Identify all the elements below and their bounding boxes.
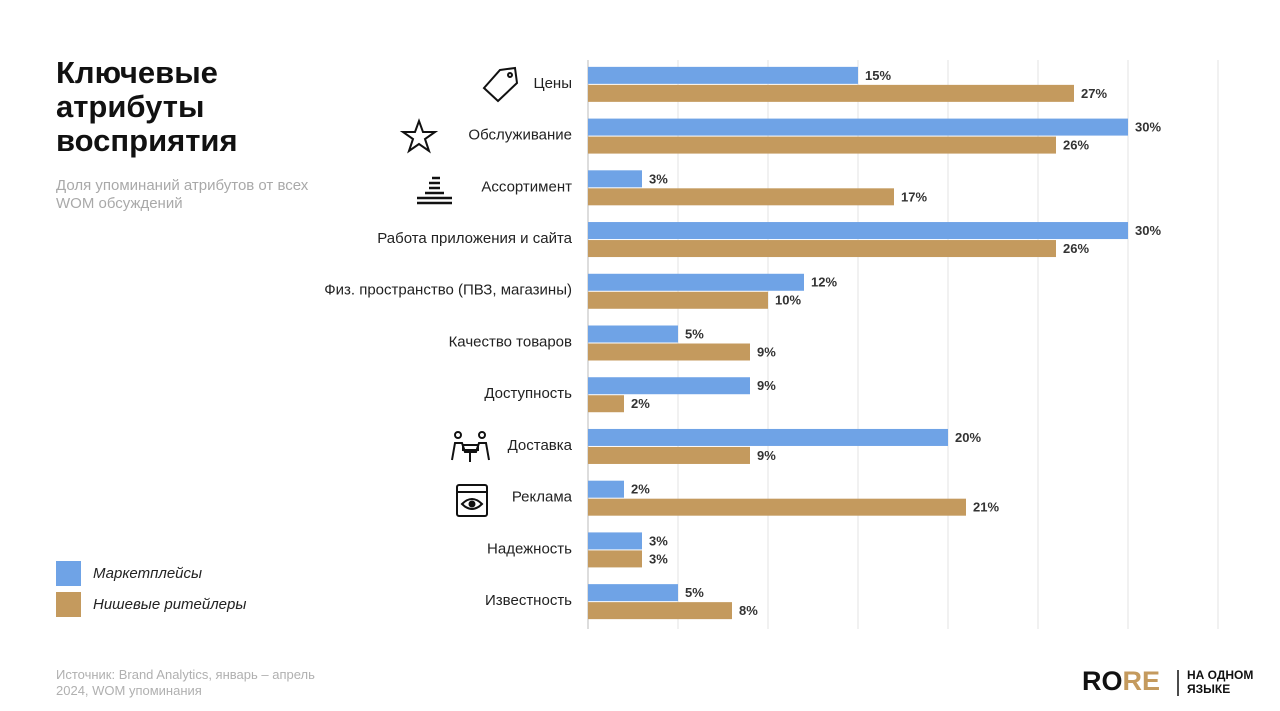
value-label: 9% bbox=[757, 448, 776, 463]
value-label: 27% bbox=[1081, 86, 1107, 101]
bar bbox=[588, 446, 750, 464]
value-label: 26% bbox=[1063, 241, 1089, 256]
value-label: 30% bbox=[1135, 120, 1161, 135]
title: Ключевые атрибуты восприятия bbox=[56, 55, 238, 158]
value-label: 17% bbox=[901, 189, 927, 204]
legend-swatch bbox=[56, 561, 81, 586]
category-label: Доступность bbox=[484, 385, 572, 402]
bar bbox=[588, 428, 948, 446]
value-label: 20% bbox=[955, 430, 981, 445]
bar bbox=[588, 480, 624, 498]
category-label: Качество товаров bbox=[449, 333, 572, 350]
value-label: 3% bbox=[649, 533, 668, 548]
category-label: Реклама bbox=[512, 489, 573, 506]
bar bbox=[588, 602, 732, 620]
legend-swatch bbox=[56, 592, 81, 617]
category-label: Физ. пространство (ПВЗ, магазины) bbox=[324, 282, 572, 299]
icons bbox=[399, 66, 519, 517]
category-label: Цены bbox=[533, 75, 572, 92]
logo-part: RO bbox=[1082, 666, 1123, 696]
bar bbox=[588, 584, 678, 602]
price-icon-hole bbox=[507, 72, 513, 78]
category-label: Ассортимент bbox=[481, 178, 572, 195]
bar bbox=[588, 273, 804, 291]
bar bbox=[588, 532, 642, 550]
value-label: 8% bbox=[739, 603, 758, 618]
bar bbox=[588, 170, 642, 188]
price-icon bbox=[482, 66, 519, 103]
value-label: 21% bbox=[973, 500, 999, 515]
category-label: Доставка bbox=[508, 437, 573, 454]
bar bbox=[588, 222, 1128, 240]
logo-part: RE bbox=[1123, 666, 1161, 696]
bar bbox=[588, 240, 1056, 258]
subtitle: Доля упоминаний атрибутов от всех WOM об… bbox=[56, 177, 309, 212]
bar bbox=[588, 325, 678, 343]
bar bbox=[588, 66, 858, 84]
value-label: 2% bbox=[631, 482, 650, 497]
star-icon bbox=[399, 118, 439, 154]
bar bbox=[588, 343, 750, 361]
category-label: Известность bbox=[485, 592, 572, 609]
value-label: 3% bbox=[649, 551, 668, 566]
value-label: 30% bbox=[1135, 223, 1161, 238]
value-label: 26% bbox=[1063, 138, 1089, 153]
delivery-icon bbox=[451, 431, 490, 462]
bar bbox=[588, 395, 624, 413]
value-label: 9% bbox=[757, 344, 776, 359]
value-label: 5% bbox=[685, 326, 704, 341]
legend-label: Нишевые ритейлеры bbox=[93, 596, 246, 613]
value-label: 2% bbox=[631, 396, 650, 411]
logo-tagline: НА ОДНОМ bbox=[1187, 668, 1253, 682]
bar bbox=[588, 550, 642, 568]
value-label: 10% bbox=[775, 293, 801, 308]
category-label: Надежность bbox=[487, 540, 572, 557]
category-label: Обслуживание bbox=[468, 127, 572, 144]
bar bbox=[588, 118, 1128, 136]
bar bbox=[588, 136, 1056, 154]
logo: RORE НА ОДНОМ ЯЗЫКЕ bbox=[1082, 666, 1253, 696]
bar bbox=[588, 84, 1074, 102]
bar bbox=[588, 498, 966, 516]
bar bbox=[588, 377, 750, 395]
logo-text: RORE bbox=[1082, 666, 1160, 696]
logo-tagline: ЯЗЫКЕ bbox=[1187, 682, 1230, 696]
source: Источник: Brand Analytics, январь – апре… bbox=[56, 667, 315, 698]
value-label: 5% bbox=[685, 585, 704, 600]
ad-icon bbox=[456, 484, 488, 517]
value-label: 15% bbox=[865, 68, 891, 83]
value-label: 12% bbox=[811, 275, 837, 290]
category-label: Работа приложения и сайта bbox=[377, 230, 572, 247]
bar bbox=[588, 188, 894, 206]
legend-label: Маркетплейсы bbox=[93, 565, 202, 582]
value-label: 3% bbox=[649, 171, 668, 186]
value-label: 9% bbox=[757, 378, 776, 393]
assortment-icon bbox=[417, 176, 452, 205]
bar bbox=[588, 291, 768, 309]
